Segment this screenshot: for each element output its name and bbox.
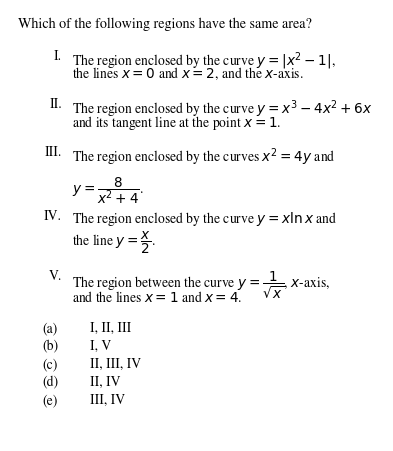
Text: and the lines $x = 1$ and $x = 4$.: and the lines $x = 1$ and $x = 4$. xyxy=(72,290,242,304)
Text: (d): (d) xyxy=(42,375,58,388)
Text: $y = \dfrac{8}{x^2 + 4}$.: $y = \dfrac{8}{x^2 + 4}$. xyxy=(72,175,144,205)
Text: and its tangent line at the point $x = 1$.: and its tangent line at the point $x = 1… xyxy=(72,114,281,132)
Text: I, V: I, V xyxy=(90,339,111,353)
Text: The region enclosed by the curve $y = |x^2 - 1|$,: The region enclosed by the curve $y = |x… xyxy=(72,50,336,71)
Text: (a): (a) xyxy=(42,321,57,335)
Text: (c): (c) xyxy=(42,357,57,371)
Text: the lines $x = 0$ and $x = 2$, and the $x$-axis.: the lines $x = 0$ and $x = 2$, and the $… xyxy=(72,66,304,82)
Text: The region between the curve $y = \dfrac{1}{\sqrt{x}}$, $x$-axis,: The region between the curve $y = \dfrac… xyxy=(72,269,330,300)
Text: III, IV: III, IV xyxy=(90,393,125,406)
Text: II, III, IV: II, III, IV xyxy=(90,357,141,371)
Text: (e): (e) xyxy=(42,393,57,406)
Text: the line $y = \dfrac{x}{2}$.: the line $y = \dfrac{x}{2}$. xyxy=(72,230,156,256)
Text: The region enclosed by the curves $x^2 = 4y$ and: The region enclosed by the curves $x^2 =… xyxy=(72,146,336,167)
Text: I.: I. xyxy=(54,50,62,63)
Text: V.: V. xyxy=(49,269,62,283)
Text: IV.: IV. xyxy=(44,210,62,223)
Text: Which of the following regions have the same area?: Which of the following regions have the … xyxy=(18,18,312,31)
Text: III.: III. xyxy=(45,146,62,159)
Text: (b): (b) xyxy=(42,339,58,353)
Text: The region enclosed by the curve $y = x \ln x$ and: The region enclosed by the curve $y = x … xyxy=(72,210,337,227)
Text: II.: II. xyxy=(49,98,62,111)
Text: The region enclosed by the curve $y = x^3 - 4x^2 + 6x$: The region enclosed by the curve $y = x^… xyxy=(72,98,373,120)
Text: II, IV: II, IV xyxy=(90,375,121,388)
Text: I, II, III: I, II, III xyxy=(90,321,131,335)
